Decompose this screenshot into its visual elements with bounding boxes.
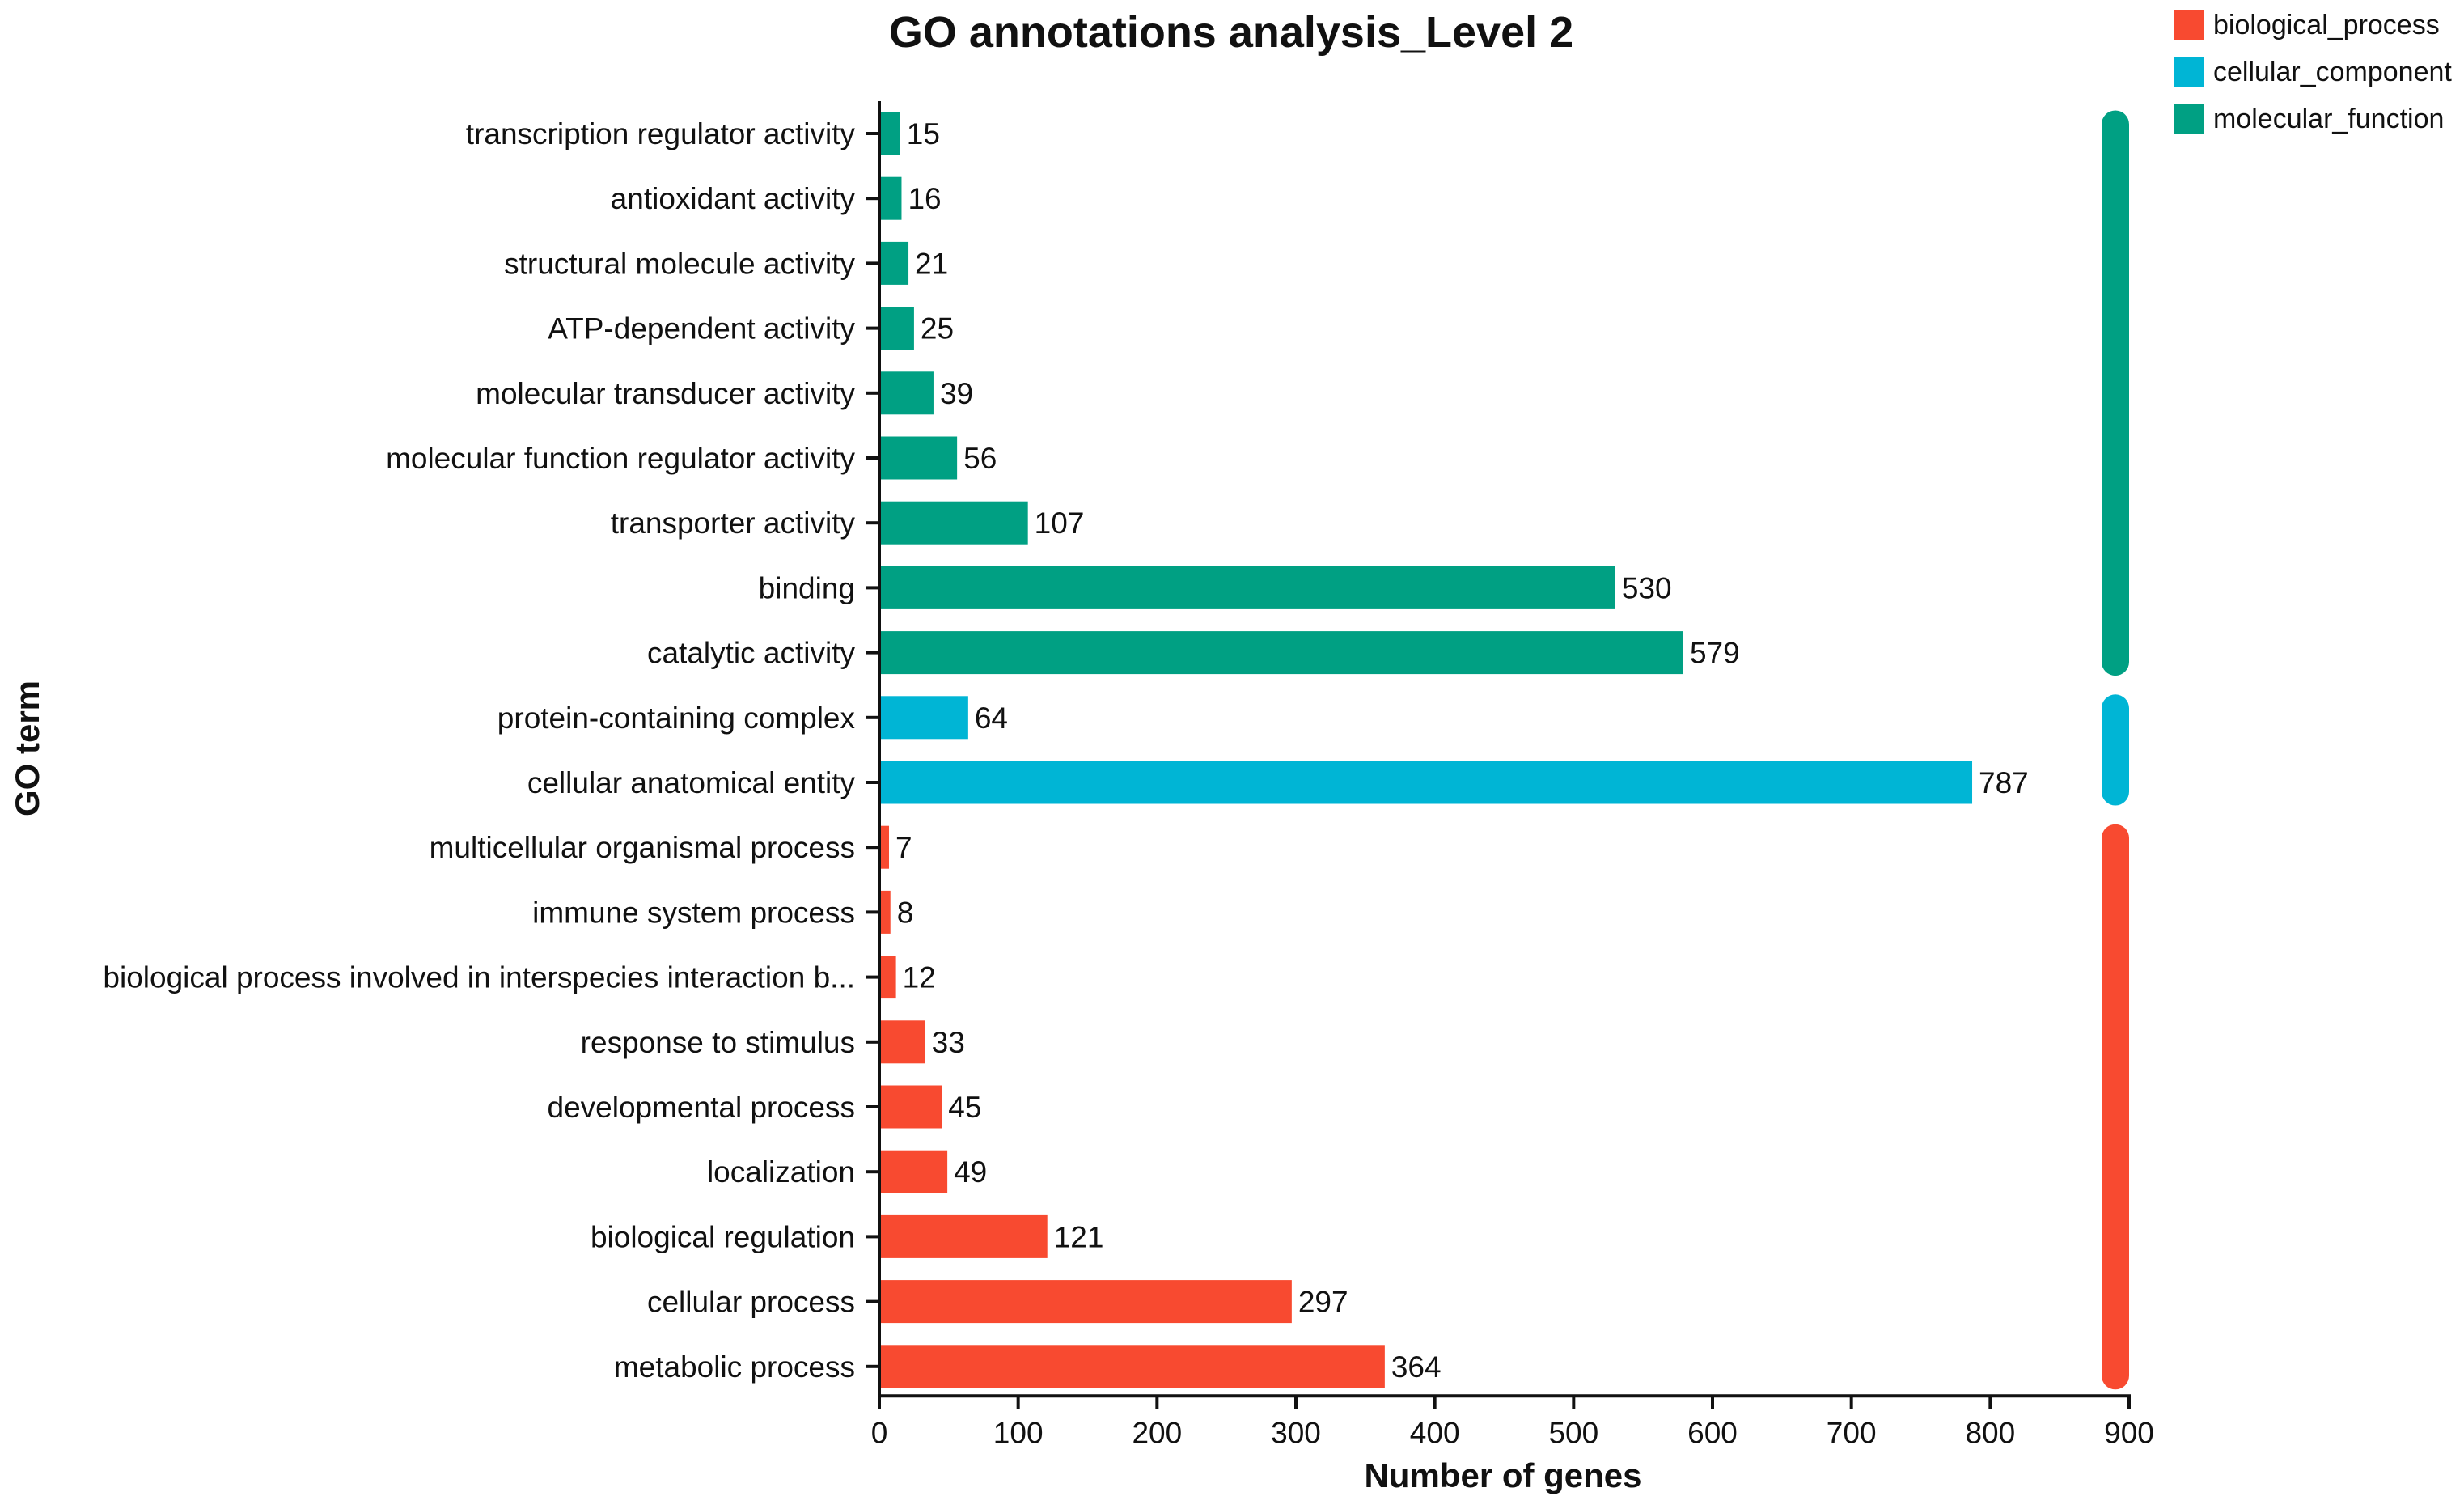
category-label-biological-regulation: biological regulation: [591, 1220, 855, 1253]
value-label-response-to-stimulus: 33: [932, 1026, 965, 1059]
bar-atp-dependent-activity: [881, 307, 914, 350]
category-label-structural-molecule-activity: structural molecule activity: [504, 247, 855, 280]
category-label-antioxidant-activity: antioxidant activity: [611, 182, 856, 215]
value-label-protein-containing-complex: 64: [975, 702, 1008, 735]
bar-immune-system-process: [881, 890, 891, 934]
group-bar-molecular-function: [2102, 110, 2129, 676]
value-label-structural-molecule-activity: 21: [915, 247, 948, 280]
x-tick-label-100: 100: [993, 1416, 1044, 1449]
x-tick-label-200: 200: [1132, 1416, 1182, 1449]
value-labels: 15 16 21 25 39 56 107 530 579 64 787 7 8 12 33 45 49 121 2…: [895, 117, 2029, 1384]
category-label-molecular-function-regulator-activity: molecular function regulator activity: [386, 442, 855, 475]
bar-developmental-process: [881, 1085, 942, 1129]
bar-binding: [881, 566, 1615, 609]
value-label-immune-system-process: 8: [897, 896, 914, 929]
category-labels: transcription regulator activity antioxid…: [103, 117, 855, 1384]
value-label-biological-regulation: 121: [1054, 1220, 1104, 1253]
value-label-binding: 530: [1622, 571, 1672, 604]
x-tick-label-800: 800: [1965, 1416, 2015, 1449]
y-axis-title: GO term: [8, 680, 46, 816]
bars-group: [881, 112, 1973, 1388]
bar-cellular-process: [881, 1280, 1292, 1324]
value-label-molecular-function-regulator-activity: 56: [963, 442, 997, 475]
group-bar-cellular-component: [2102, 694, 2129, 806]
value-label-molecular-transducer-activity: 39: [940, 377, 973, 410]
category-label-localization: localization: [707, 1155, 855, 1189]
bar-biological-process-involved-in-interspecies-interaction-b: [881, 956, 896, 999]
bar-response-to-stimulus: [881, 1020, 925, 1064]
category-label-cellular-process: cellular process: [647, 1286, 855, 1319]
x-tick-label-300: 300: [1271, 1416, 1321, 1449]
category-label-cellular-anatomical-entity: cellular anatomical entity: [527, 766, 856, 799]
value-label-cellular-process: 297: [1298, 1286, 1348, 1319]
bar-transporter-activity: [881, 501, 1028, 545]
category-label-atp-dependent-activity: ATP-dependent activity: [548, 312, 855, 345]
chart-title: GO annotations analysis_Level 2: [889, 8, 1573, 57]
legend-label-cellular-component: cellular_component: [2213, 57, 2452, 87]
category-label-immune-system-process: immune system process: [532, 896, 855, 929]
category-label-protein-containing-complex: protein-containing complex: [497, 702, 856, 735]
bar-structural-molecule-activity: [881, 241, 909, 285]
value-label-multicellular-organismal-process: 7: [895, 831, 912, 864]
legend-label-biological-process: biological_process: [2213, 10, 2440, 40]
legend-swatch-cellular-component: [2174, 57, 2204, 87]
value-label-antioxidant-activity: 16: [908, 182, 941, 215]
category-label-catalytic-activity: catalytic activity: [647, 637, 856, 670]
category-label-biological-process-involved-in-interspecies-interaction-b: biological process involved in interspec…: [103, 961, 855, 994]
category-label-metabolic-process: metabolic process: [614, 1350, 855, 1384]
x-tick-label-500: 500: [1548, 1416, 1598, 1449]
value-label-localization: 49: [954, 1155, 987, 1189]
bar-molecular-function-regulator-activity: [881, 436, 958, 480]
x-tick-label-400: 400: [1410, 1416, 1460, 1449]
bar-localization: [881, 1150, 948, 1193]
category-label-transcription-regulator-activity: transcription regulator activity: [466, 117, 856, 150]
x-tick-label-0: 0: [871, 1416, 888, 1449]
category-label-response-to-stimulus: response to stimulus: [581, 1026, 855, 1059]
bar-catalytic-activity: [881, 631, 1683, 675]
bar-protein-containing-complex: [881, 696, 968, 740]
legend-swatch-molecular-function: [2174, 104, 2204, 134]
bar-cellular-anatomical-entity: [881, 761, 1973, 804]
value-label-atp-dependent-activity: 25: [921, 312, 954, 345]
bar-antioxidant-activity: [881, 176, 902, 220]
x-tick-label-700: 700: [1827, 1416, 1877, 1449]
x-axis-title: Number of genes: [1364, 1456, 1641, 1494]
x-tick-label-600: 600: [1687, 1416, 1738, 1449]
legend-label-molecular-function: molecular_function: [2213, 104, 2444, 134]
legend-swatch-biological-process: [2174, 10, 2204, 40]
x-tick-label-900: 900: [2104, 1416, 2154, 1449]
category-label-molecular-transducer-activity: molecular transducer activity: [476, 377, 855, 410]
value-label-transporter-activity: 107: [1035, 507, 1085, 540]
bar-biological-regulation: [881, 1214, 1048, 1258]
value-label-metabolic-process: 364: [1391, 1350, 1442, 1384]
bar-transcription-regulator-activity: [881, 112, 900, 155]
category-label-binding: binding: [759, 571, 855, 604]
category-label-developmental-process: developmental process: [548, 1091, 856, 1124]
bar-metabolic-process: [881, 1345, 1385, 1388]
value-label-cellular-anatomical-entity: 787: [1979, 766, 2029, 799]
value-label-developmental-process: 45: [948, 1091, 981, 1124]
legend: biological_process cellular_componentmole…: [2174, 10, 2452, 134]
category-label-multicellular-organismal-process: multicellular organismal process: [430, 831, 855, 864]
value-label-catalytic-activity: 579: [1690, 637, 1740, 670]
group-indicator-bars: [2102, 110, 2129, 1390]
bar-molecular-transducer-activity: [881, 371, 934, 415]
value-label-biological-process-involved-in-interspecies-interaction-b: 12: [903, 961, 936, 994]
category-label-transporter-activity: transporter activity: [611, 507, 856, 540]
bar-multicellular-organismal-process: [881, 825, 890, 869]
group-bar-biological-process: [2102, 824, 2129, 1390]
value-label-transcription-regulator-activity: 15: [907, 117, 940, 150]
axes-group: 0 100 200 300 400 500 600 700 800 900: [866, 101, 2154, 1449]
